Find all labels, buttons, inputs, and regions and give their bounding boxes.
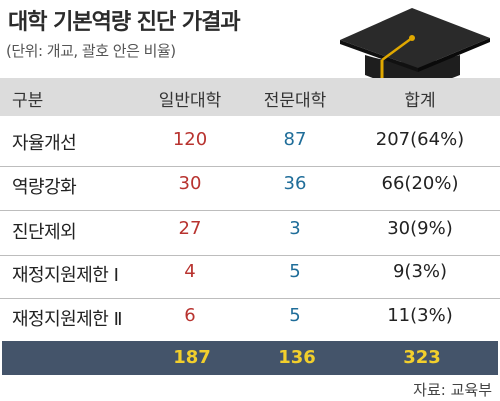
row-label: 자율개선 <box>12 133 77 154</box>
cell-vocational: 36 <box>283 173 307 194</box>
cell-vocational: 87 <box>283 129 307 150</box>
header-category: 구분 <box>12 91 44 111</box>
header-general: 일반대학 <box>158 91 222 111</box>
cell-general: 6 <box>184 305 196 326</box>
cell-general: 27 <box>178 218 202 239</box>
page-title: 대학 기본역량 진단 가결과 <box>8 10 241 35</box>
table-row: 재정지원제한 Ⅰ 4 5 9(3%) <box>0 249 500 299</box>
cell-total: 9(3%) <box>392 261 448 282</box>
table-row: 재정지원제한 Ⅱ 6 5 11(3%) <box>0 293 500 343</box>
cell-total: 207(64%) <box>375 129 465 150</box>
cell-total: 66(20%) <box>381 173 459 194</box>
table-row: 진단제외 27 3 30(9%) <box>0 206 500 256</box>
row-label: 역량강화 <box>12 177 77 198</box>
row-label: 재정지원제한 Ⅱ <box>12 309 122 330</box>
cell-vocational: 3 <box>289 218 301 239</box>
row-label: 재정지원제한 Ⅰ <box>12 265 119 286</box>
table-row: 역량강화 30 36 66(20%) <box>0 161 500 211</box>
total-sum: 323 <box>403 347 441 368</box>
cell-total: 11(3%) <box>387 305 453 326</box>
cell-general: 120 <box>172 129 208 150</box>
source-note: 자료: 교육부 <box>413 381 492 399</box>
cell-vocational: 5 <box>289 261 301 282</box>
cell-general: 4 <box>184 261 196 282</box>
cell-general: 30 <box>178 173 202 194</box>
header-vocational: 전문대학 <box>263 91 327 111</box>
totals-row: 187 136 323 <box>2 341 498 375</box>
cell-total: 30(9%) <box>387 218 453 239</box>
graduation-cap-icon <box>340 8 490 100</box>
total-general: 187 <box>173 347 211 368</box>
header-total: 합계 <box>404 91 436 111</box>
row-label: 진단제외 <box>12 222 77 243</box>
cell-vocational: 5 <box>289 305 301 326</box>
table-header: 구분 일반대학 전문대학 합계 <box>0 78 500 116</box>
total-vocational: 136 <box>278 347 316 368</box>
page-subtitle: (단위: 개교, 괄호 안은 비율) <box>6 42 176 60</box>
table-row: 자율개선 120 87 207(64%) <box>0 117 500 167</box>
